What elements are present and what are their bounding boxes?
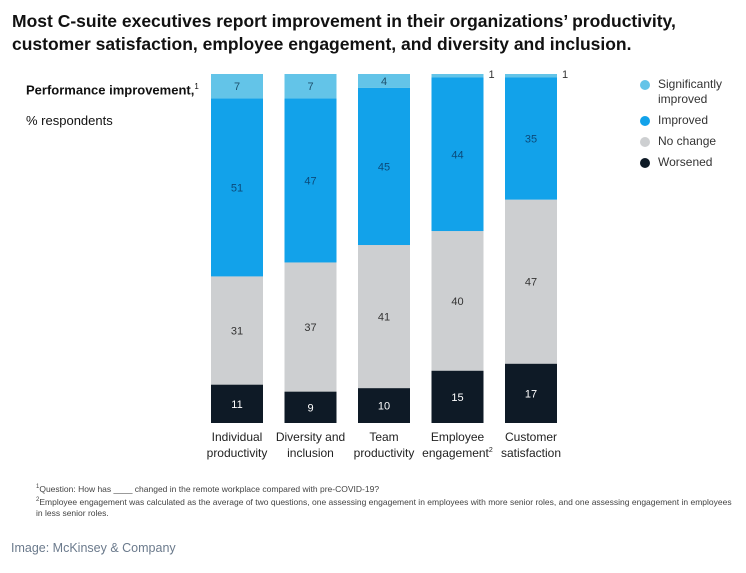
bar-segment-significantly-improved bbox=[358, 74, 410, 88]
legend-label-no-change: No change bbox=[658, 134, 717, 148]
bar-segment-no-change bbox=[358, 245, 410, 389]
data-label: 10 bbox=[378, 401, 390, 413]
bar-segment-no-change bbox=[211, 276, 263, 385]
data-label: 1 bbox=[562, 69, 568, 81]
chart-title: Most C-suite executives report improveme… bbox=[12, 11, 676, 54]
bar-segment-improved bbox=[211, 98, 263, 277]
bar-segment-worsened bbox=[505, 363, 557, 423]
data-label: 1 bbox=[489, 69, 495, 81]
data-label: 4 bbox=[381, 76, 387, 88]
data-label: 35 bbox=[525, 134, 537, 146]
bar-segment-improved bbox=[431, 77, 484, 232]
data-label: 41 bbox=[378, 312, 390, 324]
y-axis-title-text: Performance improvement, bbox=[26, 82, 195, 98]
data-label: 7 bbox=[307, 81, 313, 93]
y-axis-footnote-mark: 1 bbox=[194, 82, 199, 91]
data-label: 47 bbox=[304, 175, 316, 187]
category-label: Customer satisfaction bbox=[501, 430, 561, 460]
category-label: Team productivity bbox=[354, 430, 415, 460]
bar-segment-no-change bbox=[284, 262, 337, 392]
data-label: 44 bbox=[451, 149, 463, 161]
data-label: 31 bbox=[231, 326, 243, 338]
legend-item-improved: Improved bbox=[640, 113, 744, 128]
bar-segment-worsened bbox=[284, 391, 337, 423]
bar-segment-significantly-improved bbox=[284, 74, 337, 99]
footnote-2: 2Employee engagement was calculated as t… bbox=[36, 496, 732, 518]
bar-segment-no-change bbox=[431, 231, 484, 371]
data-label: 15 bbox=[451, 392, 463, 404]
category-label: Individual productivity bbox=[207, 430, 268, 460]
bar-segment-worsened bbox=[211, 384, 263, 423]
bar-segment-improved bbox=[358, 87, 410, 246]
data-label: 51 bbox=[231, 182, 243, 194]
legend: Significantly improved Improved No chang… bbox=[640, 77, 744, 176]
data-label: 45 bbox=[378, 161, 390, 173]
data-label: 17 bbox=[525, 388, 537, 400]
bar-segment-significantly-improved bbox=[431, 74, 484, 78]
bar-segment-no-change bbox=[505, 199, 557, 364]
y-axis-subtitle: % respondents bbox=[26, 113, 113, 128]
bar-segment-worsened bbox=[358, 388, 410, 423]
legend-item-no-change: No change bbox=[640, 134, 744, 149]
legend-swatch-significantly-improved bbox=[640, 80, 650, 90]
image-source-credit: Image: McKinsey & Company bbox=[11, 541, 176, 555]
legend-item-worsened: Worsened bbox=[640, 155, 744, 170]
legend-swatch-improved bbox=[640, 116, 650, 126]
legend-item-significantly-improved: Significantly improved bbox=[640, 77, 744, 107]
bar-segment-significantly-improved bbox=[211, 74, 263, 99]
data-label: 7 bbox=[234, 81, 240, 93]
y-axis-title: Performance improvement,1 bbox=[26, 78, 199, 98]
data-label: 47 bbox=[525, 277, 537, 289]
category-label: Employee engagement2 bbox=[422, 430, 493, 460]
category-label: Diversity and inclusion bbox=[276, 430, 345, 460]
data-label: 40 bbox=[451, 296, 463, 308]
legend-label-improved: Improved bbox=[658, 113, 709, 127]
bar-segment-improved bbox=[284, 98, 337, 263]
data-label: 11 bbox=[231, 399, 242, 411]
footnotes: 1Question: How has ____ changed in the r… bbox=[36, 482, 736, 519]
legend-swatch-no-change bbox=[640, 137, 650, 147]
data-label: 9 bbox=[307, 402, 313, 414]
legend-swatch-worsened bbox=[640, 158, 650, 168]
footnote-1: 1Question: How has ____ changed in the r… bbox=[36, 483, 380, 494]
legend-label-worsened: Worsened bbox=[658, 155, 713, 169]
bar-segment-worsened bbox=[431, 370, 484, 423]
bar-segment-improved bbox=[505, 77, 557, 200]
legend-label-significantly-improved: Significantly improved bbox=[658, 77, 723, 106]
bar-segment-significantly-improved bbox=[505, 74, 557, 78]
data-label: 37 bbox=[304, 322, 316, 334]
